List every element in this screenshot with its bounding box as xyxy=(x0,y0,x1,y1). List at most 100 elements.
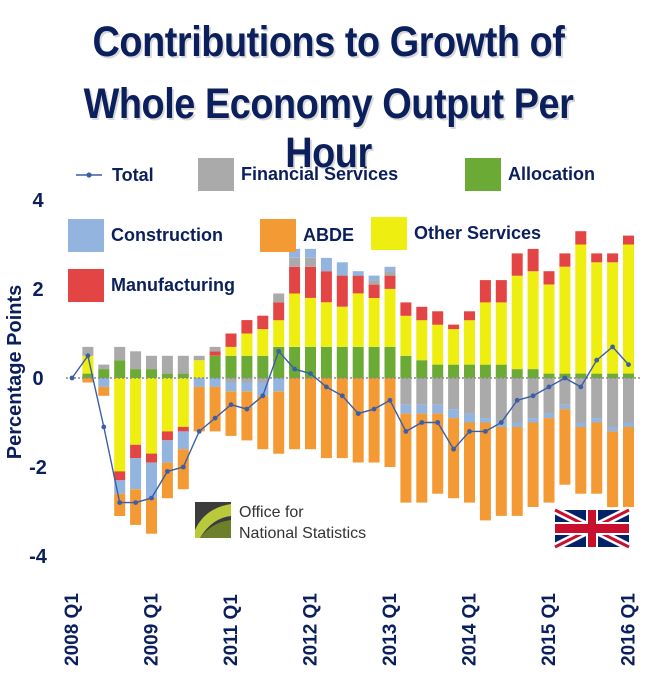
bar-allocation xyxy=(368,346,380,378)
bar-abde xyxy=(209,386,221,432)
bar-manufacturing xyxy=(368,284,380,298)
total-point xyxy=(483,429,488,434)
bar-allocation xyxy=(209,355,221,379)
bar-other-services xyxy=(559,266,571,374)
bar-manufacturing xyxy=(146,453,157,463)
x-tick-label: 2008 Q1 xyxy=(62,593,83,666)
bar-abde xyxy=(225,391,237,436)
legend-label-financial-services: Financial Services xyxy=(241,164,398,184)
total-point xyxy=(339,393,345,399)
bar-financial-services xyxy=(384,271,396,276)
bar-construction xyxy=(177,431,189,450)
legend: Total Financial Services Allocation Constru… xyxy=(68,158,595,302)
bar-other-services xyxy=(241,333,253,356)
bar-allocation xyxy=(241,355,253,379)
bar-other-services xyxy=(527,271,539,370)
bar-manufacturing xyxy=(384,275,396,289)
total-point xyxy=(419,420,425,425)
bar-manufacturing xyxy=(400,302,412,316)
total-point xyxy=(165,469,170,474)
bar-abde xyxy=(527,422,539,507)
bar-construction xyxy=(623,422,634,427)
bar-manufacturing xyxy=(432,311,444,325)
bar-construction xyxy=(257,382,269,396)
y-tick-label: -4 xyxy=(29,546,48,568)
bar-other-services xyxy=(193,360,205,378)
bar-construction xyxy=(543,413,555,418)
legend-label-allocation: Allocation xyxy=(508,164,595,184)
bar-allocation xyxy=(98,369,110,378)
bar-allocation xyxy=(479,364,491,378)
bar-manufacturing xyxy=(464,311,475,321)
bar-manufacturing xyxy=(591,253,603,263)
bar-manufacturing xyxy=(209,351,221,356)
legend-swatch-allocation xyxy=(465,158,501,191)
bar-abde xyxy=(400,413,412,503)
bar-construction xyxy=(464,413,475,423)
bar-construction xyxy=(241,382,253,392)
bar-abde xyxy=(130,489,142,525)
bar-manufacturing xyxy=(320,271,332,303)
total-point xyxy=(69,375,75,381)
bar-manufacturing xyxy=(607,253,619,263)
bar-other-services xyxy=(177,378,189,427)
bar-other-services xyxy=(575,244,587,374)
uk-flag-icon xyxy=(553,506,631,551)
bar-manufacturing xyxy=(623,235,634,245)
bar-manufacturing xyxy=(305,266,316,298)
bar-allocation xyxy=(400,355,412,379)
bar-abde xyxy=(161,462,173,499)
chart-title-line2: Whole Economy Output Per Hour xyxy=(83,80,574,177)
bar-allocation xyxy=(448,364,460,378)
total-point xyxy=(467,429,472,434)
bar-other-services xyxy=(464,320,475,365)
bar-construction xyxy=(511,422,523,427)
total-point xyxy=(403,429,409,434)
total-point xyxy=(435,420,441,425)
bar-allocation xyxy=(527,369,539,378)
bar-financial-services xyxy=(225,378,237,383)
total-point xyxy=(85,353,91,359)
bar-financial-services xyxy=(146,355,157,370)
bar-manufacturing xyxy=(225,333,237,347)
legend-label-other-services: Other Services xyxy=(414,223,541,243)
bar-other-services xyxy=(432,324,444,365)
bar-manufacturing xyxy=(336,275,348,307)
total-point xyxy=(212,415,218,421)
bar-manufacturing xyxy=(352,275,364,294)
bar-construction xyxy=(273,378,285,392)
bar-construction xyxy=(161,440,173,463)
bar-construction xyxy=(591,418,603,423)
bar-financial-services xyxy=(130,351,142,370)
bar-allocation xyxy=(320,346,332,378)
bar-construction xyxy=(225,382,237,392)
bar-financial-services xyxy=(575,378,587,423)
bar-allocation xyxy=(273,346,285,378)
bar-construction xyxy=(209,378,221,387)
total-point xyxy=(180,464,186,470)
total-line xyxy=(71,345,630,504)
bar-financial-services xyxy=(273,293,285,303)
total-point xyxy=(594,357,600,363)
bar-other-services xyxy=(225,346,237,356)
bar-financial-services xyxy=(479,378,491,419)
bar-other-services xyxy=(82,355,94,374)
y-tick-labels: 4 2 0 -2 -4 xyxy=(29,190,48,568)
bar-manufacturing xyxy=(161,431,173,441)
bar-manufacturing xyxy=(527,248,539,272)
bar-manufacturing xyxy=(241,320,253,334)
x-tick-labels: 2008 Q1 2009 Q1 2011 Q1 2012 Q1 2013 Q1 2014 … xyxy=(62,593,640,666)
bar-other-services xyxy=(273,320,285,347)
x-tick-label: 2016 Q1 xyxy=(619,593,640,666)
legend-label-manufacturing: Manufacturing xyxy=(111,275,235,295)
ons-logo-line1: Office for xyxy=(239,504,304,521)
bar-manufacturing xyxy=(559,253,571,267)
bar-financial-services xyxy=(368,280,380,285)
bar-abde xyxy=(384,378,396,467)
bar-allocation xyxy=(416,360,428,378)
bar-financial-services xyxy=(400,378,412,405)
bar-abde xyxy=(448,418,460,499)
bar-other-services xyxy=(336,306,348,347)
bar-construction xyxy=(98,378,110,387)
bar-construction xyxy=(352,271,364,276)
